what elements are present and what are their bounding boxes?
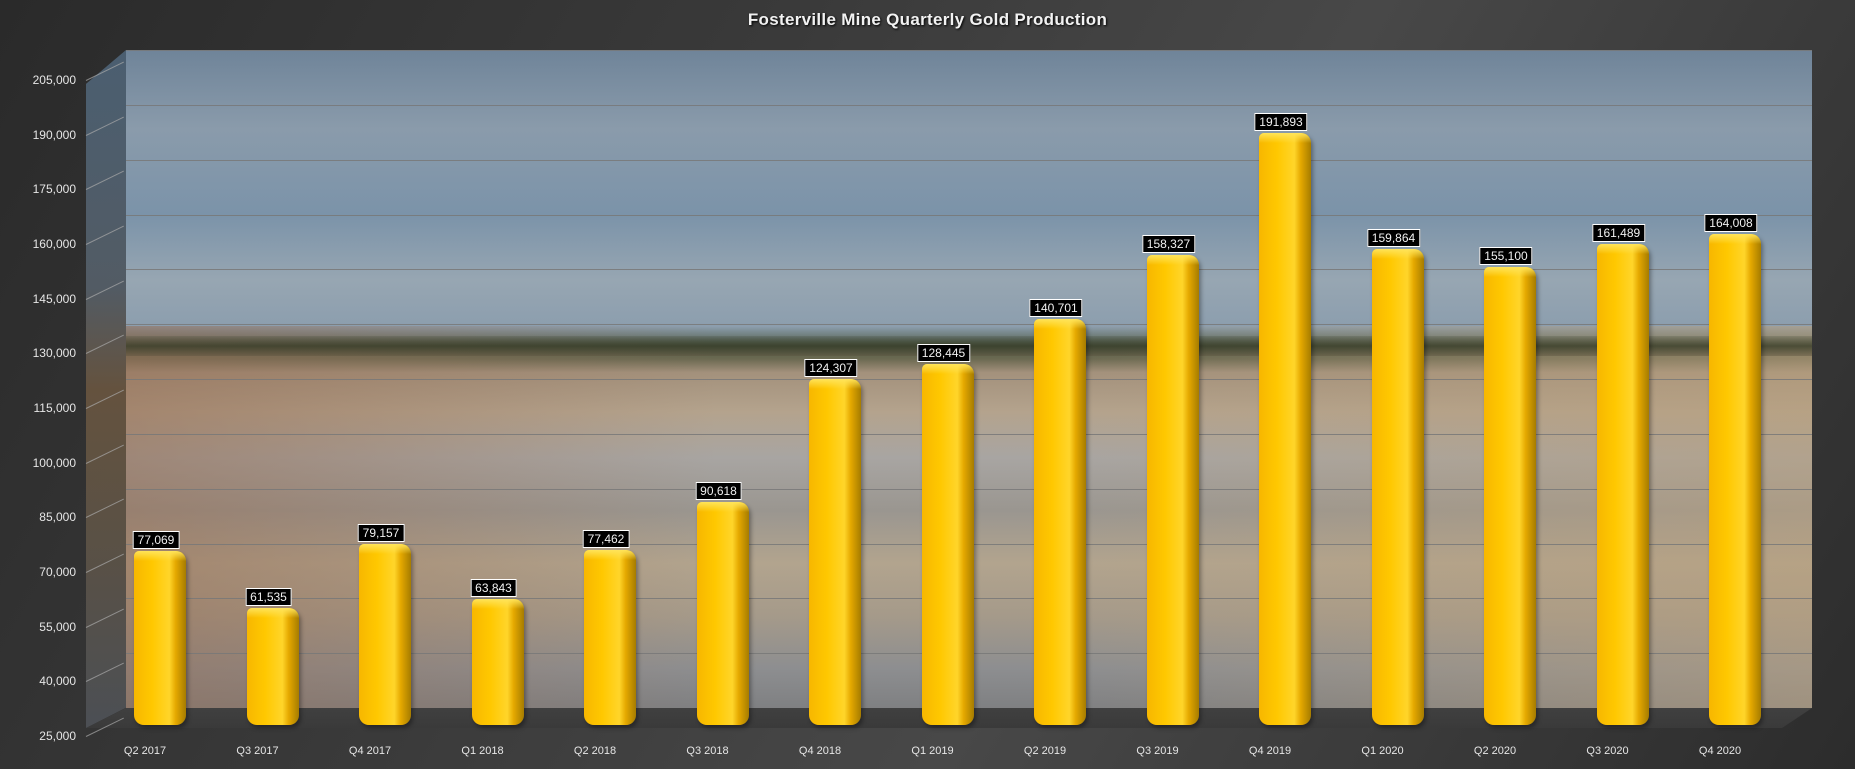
y-tick-label: 55,000 [39, 619, 76, 634]
bar[interactable] [921, 364, 974, 725]
data-label: 124,307 [804, 359, 858, 378]
x-tick-label: Q3 2018 [686, 745, 729, 757]
chart-side-wall [86, 50, 126, 728]
bar[interactable] [1259, 132, 1311, 725]
x-tick-label: Q4 2020 [1698, 745, 1742, 757]
bar[interactable] [1371, 249, 1424, 725]
data-label: 140,701 [1029, 299, 1083, 318]
y-tick-label: 190,000 [32, 127, 76, 142]
data-label: 77,462 [582, 529, 630, 548]
bar[interactable] [246, 607, 299, 725]
bar[interactable] [359, 543, 411, 725]
x-tick-label: Q3 2017 [236, 745, 279, 757]
y-tick-label: 85,000 [39, 510, 76, 525]
bar[interactable] [1034, 319, 1086, 725]
bar[interactable] [1146, 255, 1199, 725]
x-tick-label: Q2 2017 [123, 745, 167, 757]
y-tick-label: 40,000 [39, 674, 76, 689]
x-tick-label: Q2 2019 [1023, 745, 1067, 757]
x-tick-label: Q2 2020 [1473, 745, 1517, 757]
x-tick-label: Q3 2019 [1136, 745, 1179, 757]
data-label: 161,489 [1591, 223, 1646, 242]
gridline [126, 269, 1812, 271]
data-label: 79,157 [357, 523, 405, 542]
x-tick-label: Q4 2018 [798, 745, 842, 757]
y-tick-label: 205,000 [32, 73, 76, 87]
bar[interactable] [1596, 243, 1649, 725]
y-tick-label: 115,000 [33, 401, 77, 415]
data-label: 63,843 [470, 579, 517, 598]
bar[interactable] [1484, 266, 1536, 725]
bar[interactable] [471, 599, 524, 725]
gridline [126, 214, 1812, 216]
x-tick-label: Q4 2017 [348, 745, 392, 757]
data-label: 155,100 [1479, 246, 1533, 265]
data-label: 164,008 [1704, 214, 1758, 233]
y-tick-label: 160,000 [32, 237, 76, 251]
y-tick-label: 70,000 [39, 565, 76, 579]
y-tick-label: 145,000 [32, 291, 76, 306]
bar[interactable] [809, 379, 861, 725]
gridline [126, 50, 1812, 51]
data-label: 61,535 [245, 587, 292, 606]
gridline [126, 104, 1812, 106]
chart-title: Fosterville Mine Quarterly Gold Producti… [747, 10, 1108, 29]
bar[interactable] [696, 501, 749, 725]
x-tick-label: Q4 2019 [1248, 745, 1292, 757]
data-label: 128,445 [916, 344, 971, 362]
data-label: 90,618 [695, 481, 742, 500]
data-label: 158,327 [1141, 235, 1196, 254]
data-label: 191,893 [1254, 112, 1308, 131]
x-tick-label: Q1 2018 [461, 745, 504, 757]
x-tick-label: Q3 2020 [1586, 745, 1629, 757]
y-tick-label: 175,000 [32, 182, 76, 197]
gridline [126, 324, 1812, 326]
data-label: 159,864 [1366, 229, 1421, 248]
x-tick-label: Q2 2018 [573, 745, 617, 757]
y-tick-label: 100,000 [32, 455, 76, 470]
gridline [126, 159, 1812, 161]
data-label: 77,069 [132, 531, 180, 550]
x-tick-label: Q1 2020 [1361, 745, 1404, 757]
y-tick-label: 25,000 [39, 729, 76, 743]
bar[interactable] [584, 549, 636, 725]
y-tick-label: 130,000 [32, 346, 76, 361]
bar[interactable] [1709, 234, 1761, 725]
bar[interactable] [134, 551, 186, 725]
x-tick-label: Q1 2019 [911, 745, 954, 757]
